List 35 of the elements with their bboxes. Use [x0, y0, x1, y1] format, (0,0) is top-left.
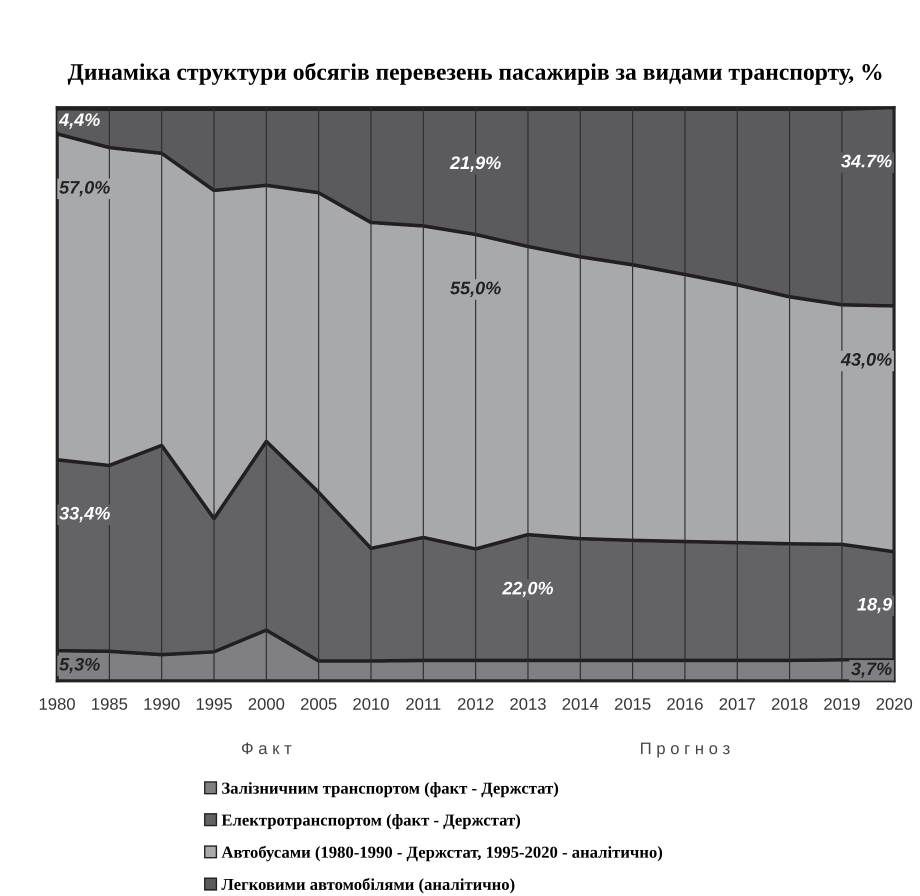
text: П р о г н о з	[641, 742, 730, 758]
data-label: 21,9%	[450, 156, 501, 172]
x-tick-label: 2013	[510, 698, 546, 710]
x-tick-label: 2017	[720, 698, 755, 710]
x-tick-label: 2016	[667, 698, 703, 710]
chart-title: Динаміка структури обсягів перевезень пасажирів за видами транспорту, %	[68, 62, 882, 85]
x-tick-label: 2019	[824, 698, 860, 710]
data-label: 57,0%	[59, 180, 110, 196]
legend-label: Легковими автомобілями (аналітично)	[221, 878, 514, 894]
x-tick-label: 2012	[458, 698, 494, 710]
data-label: 4,4%	[58, 113, 100, 129]
data-label: 5,3%	[59, 658, 100, 674]
x-tick-label: 2011	[406, 698, 440, 710]
x-tick-label: 2000	[248, 698, 284, 710]
legend-label: Залізничним транспортом (факт - Держстат)	[222, 782, 558, 798]
data-label: 34.7%	[841, 154, 892, 168]
x-tick-label: 2010	[353, 698, 389, 710]
x-tick-label: 1995	[196, 698, 232, 710]
legend-label: Автобусами (1980-1990 - Держстат, 1995-2020 - аналітично)	[222, 846, 662, 862]
data-label: 3,7%	[851, 662, 892, 678]
text: Ф а к т	[242, 742, 292, 754]
data-label: 33,4%	[59, 506, 110, 522]
legend-label: Електротранспортом (факт - Держстат)	[222, 814, 520, 830]
x-tick-label: 2020	[876, 698, 912, 710]
data-label: 55,0%	[450, 282, 501, 297]
data-label: 18,9	[857, 598, 892, 614]
x-tick-label: 2014	[562, 698, 598, 710]
data-label: 22,0%	[502, 582, 554, 598]
x-tick-label: 2015	[614, 698, 650, 710]
data-label: 43,0%	[840, 353, 892, 368]
x-tick-label: 2005	[300, 698, 337, 710]
x-tick-label: 2018	[772, 698, 808, 710]
x-tick-label: 1985	[92, 698, 128, 710]
x-tick-label: 1980	[40, 698, 75, 710]
x-tick-label: 1990	[144, 698, 180, 710]
